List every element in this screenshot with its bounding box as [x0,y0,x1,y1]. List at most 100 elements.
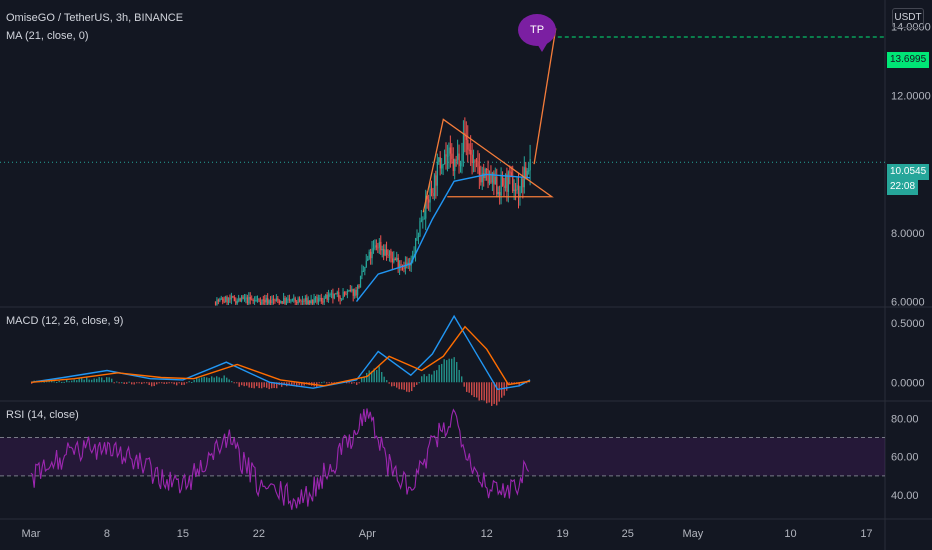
macd-histogram-bar [183,382,185,385]
macd-histogram-bar [268,382,270,390]
macd-histogram-bar [418,382,420,384]
macd-histogram-bar [261,382,263,389]
candle-body [510,172,512,177]
candle-body [391,258,394,263]
candle-body [483,173,485,179]
x-tick-label: 17 [860,528,872,540]
x-tick-label: May [682,528,703,540]
candle-body [486,168,488,170]
candle-body [257,299,259,301]
candle-body [249,297,251,300]
macd-histogram-bar [103,380,105,383]
macd-histogram-bar [258,382,260,389]
macd-histogram-bar [288,382,290,386]
macd-histogram-bar [166,382,168,384]
candle-body [506,174,508,192]
candle-body [265,298,267,303]
macd-histogram-bar [178,382,180,384]
macd-histogram-bar [191,381,193,383]
macd-histogram-bar [216,376,218,383]
candle-body [396,257,398,261]
candle-body [406,262,408,265]
tp-marker: TP [518,14,556,46]
macd-histogram-bar [301,382,303,386]
candle-body [223,301,225,303]
macd-histogram-bar [501,382,503,398]
candle-body [312,299,314,304]
macd-histogram-bar [491,382,493,406]
candle-body [465,136,467,140]
candle-body [435,175,437,186]
candle-body [225,296,227,302]
candle-body [236,300,238,304]
candle-body [477,161,479,167]
candle-body [487,169,489,184]
macd-histogram-bar [446,360,448,383]
candle-body [338,292,340,298]
macd-line [30,314,531,391]
macd-histogram-bar [101,377,103,383]
candle-body [341,298,343,300]
macd-histogram-bar [56,381,58,383]
candle-body [452,158,454,171]
x-tick-label: 10 [784,528,796,540]
candle-body [328,294,330,301]
macd-histogram-bar [158,382,160,384]
candle-body [494,176,496,185]
candle-body [242,296,244,300]
candle-body [264,299,266,303]
candle-body [284,297,286,304]
macd-tick-label: 0.0000 [891,377,925,389]
candle-body [525,167,527,179]
candle-body [358,285,360,288]
candle-body [354,289,356,296]
candle-body [271,298,273,304]
macd-histogram-bar [511,382,513,385]
macd-histogram-bar [126,382,128,384]
candle-body [251,299,253,301]
macd-histogram-bar [381,372,383,383]
price-tick-label: 12.0000 [891,90,931,102]
candle-body [491,172,494,183]
macd-histogram-bar [461,376,463,383]
macd-histogram-bar [58,380,60,383]
macd-histogram-bar [438,365,440,383]
macd-histogram-bar [76,380,78,383]
currency-button[interactable]: USDT [892,8,924,28]
macd-histogram-bar [321,382,323,384]
macd-histogram-bar [226,377,228,383]
candle-body [507,171,510,192]
ma-indicator-title: MA (21, close, 0) [6,30,89,42]
candle-body [460,161,462,167]
candle-body [329,293,331,295]
macd-histogram-bar [98,377,100,383]
macd-histogram-bar [161,382,163,384]
candle-body [529,159,531,171]
candle-body [301,300,304,302]
candle-body [220,298,222,300]
macd-histogram-bar [413,382,415,388]
candle-body [294,298,296,302]
candle-body [226,296,228,303]
macd-histogram-bar [138,382,140,384]
candle-body [222,298,224,302]
candle-body [322,301,324,303]
candle-body [429,188,431,203]
candle-body [439,157,441,169]
candle-body [246,297,249,304]
candle-body [335,293,337,295]
candle-body [393,258,395,263]
candle-body [304,297,307,302]
macd-histogram-bar [323,381,325,383]
candle-body [428,199,430,203]
candle-body [416,237,418,239]
macd-histogram-bar [156,382,158,385]
macd-histogram-bar [53,381,55,383]
macd-histogram-bar [241,382,243,386]
macd-histogram-bar [328,382,330,384]
candle-body [235,301,237,304]
x-tick-label: 19 [557,528,569,540]
candle-body [384,249,386,256]
macd-histogram-bar [141,382,143,385]
